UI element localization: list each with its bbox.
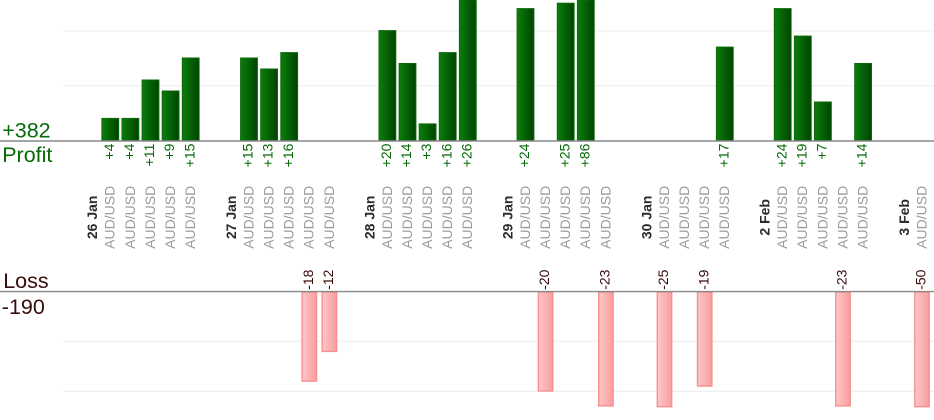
svg-text:Profit: Profit: [2, 143, 52, 167]
svg-text:AUD/USD: AUD/USD: [656, 186, 672, 249]
svg-text:+25: +25: [556, 143, 572, 167]
svg-text:+9: +9: [161, 143, 177, 159]
svg-text:+4: +4: [101, 143, 117, 159]
svg-text:AUD/USD: AUD/USD: [676, 186, 692, 249]
svg-text:AUD/USD: AUD/USD: [102, 186, 118, 249]
svg-text:AUD/USD: AUD/USD: [696, 186, 712, 249]
svg-text:+15: +15: [240, 143, 256, 167]
svg-text:AUD/USD: AUD/USD: [597, 186, 613, 249]
svg-text:+3: +3: [418, 143, 434, 159]
svg-text:+4: +4: [121, 143, 137, 159]
svg-text:AUD/USD: AUD/USD: [855, 186, 871, 249]
svg-text:-18: -18: [300, 269, 316, 289]
svg-text:+382: +382: [2, 119, 50, 143]
svg-text:AUD/USD: AUD/USD: [419, 186, 435, 249]
svg-text:AUD/USD: AUD/USD: [142, 186, 158, 249]
svg-text:Loss: Loss: [3, 269, 48, 293]
svg-text:AUD/USD: AUD/USD: [913, 186, 929, 249]
svg-text:-25: -25: [655, 269, 671, 289]
svg-text:27 Jan: 27 Jan: [223, 196, 239, 240]
svg-text:+11: +11: [141, 143, 157, 166]
svg-text:29 Jan: 29 Jan: [499, 196, 515, 240]
svg-text:+16: +16: [280, 143, 296, 167]
svg-text:-20: -20: [536, 269, 552, 289]
svg-text:AUD/USD: AUD/USD: [794, 186, 810, 249]
svg-text:AUD/USD: AUD/USD: [439, 186, 455, 249]
svg-text:+14: +14: [398, 143, 414, 167]
svg-text:+16: +16: [438, 143, 454, 167]
svg-text:AUD/USD: AUD/USD: [399, 186, 415, 249]
svg-text:+7: +7: [814, 143, 830, 159]
svg-text:AUD/USD: AUD/USD: [281, 186, 297, 249]
svg-text:28 Jan: 28 Jan: [361, 196, 377, 240]
svg-text:+24: +24: [516, 143, 532, 167]
svg-text:-19: -19: [695, 269, 711, 289]
svg-text:AUD/USD: AUD/USD: [774, 186, 790, 249]
svg-text:AUD/USD: AUD/USD: [557, 186, 573, 249]
svg-text:3 Feb: 3 Feb: [896, 199, 912, 236]
svg-text:AUD/USD: AUD/USD: [261, 186, 277, 249]
svg-text:AUD/USD: AUD/USD: [182, 186, 198, 249]
svg-text:+26: +26: [458, 143, 474, 167]
svg-text:2 Feb: 2 Feb: [757, 199, 773, 236]
svg-text:AUD/USD: AUD/USD: [321, 186, 337, 249]
svg-text:AUD/USD: AUD/USD: [379, 186, 395, 249]
svg-text:+14: +14: [854, 143, 870, 167]
svg-text:+24: +24: [773, 143, 789, 167]
svg-text:-190: -190: [2, 295, 45, 319]
svg-text:AUD/USD: AUD/USD: [577, 186, 593, 249]
svg-text:AUD/USD: AUD/USD: [517, 186, 533, 249]
svg-text:AUD/USD: AUD/USD: [301, 186, 317, 249]
svg-text:30 Jan: 30 Jan: [638, 196, 654, 240]
svg-text:+20: +20: [378, 143, 394, 167]
svg-text:AUD/USD: AUD/USD: [834, 186, 850, 249]
svg-text:+19: +19: [793, 143, 809, 167]
svg-text:AUD/USD: AUD/USD: [537, 186, 553, 249]
svg-text:AUD/USD: AUD/USD: [716, 186, 732, 249]
svg-text:+15: +15: [181, 143, 197, 167]
svg-text:-12: -12: [320, 269, 336, 289]
svg-text:-23: -23: [597, 269, 613, 289]
svg-text:AUD/USD: AUD/USD: [122, 186, 138, 249]
svg-text:AUD/USD: AUD/USD: [162, 186, 178, 249]
svg-text:+86: +86: [576, 143, 592, 167]
svg-text:+17: +17: [715, 143, 731, 167]
svg-text:AUD/USD: AUD/USD: [459, 186, 475, 249]
svg-text:-50: -50: [913, 269, 929, 289]
svg-text:+13: +13: [260, 143, 276, 167]
svg-text:AUD/USD: AUD/USD: [814, 186, 830, 249]
svg-text:-23: -23: [834, 269, 850, 289]
svg-text:AUD/USD: AUD/USD: [240, 186, 256, 249]
svg-text:26 Jan: 26 Jan: [84, 196, 100, 240]
